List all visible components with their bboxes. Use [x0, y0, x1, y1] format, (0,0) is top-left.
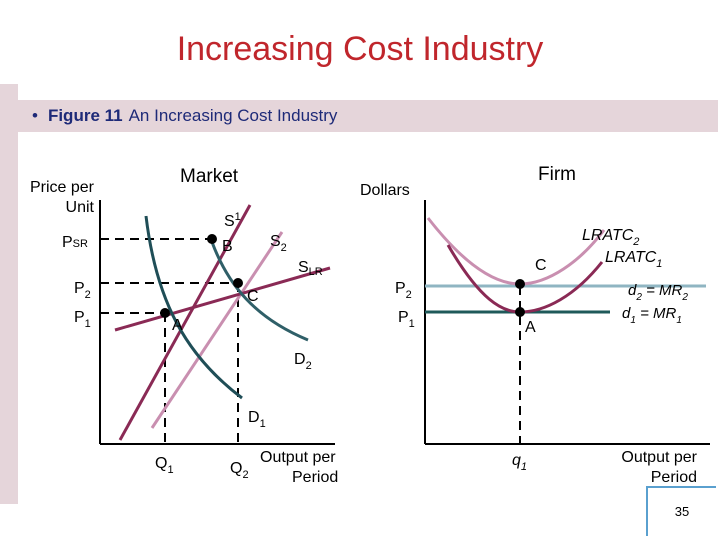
firm-lratc2-curve	[426, 217, 606, 286]
market-point-a-label: A	[172, 317, 183, 334]
market-point-b-label: B	[222, 238, 233, 255]
firm-p1-label: P1	[398, 309, 415, 330]
firm-q1-label: q1	[512, 452, 527, 473]
market-s2-label: S2	[270, 233, 287, 254]
caption-figure-text: An Increasing Cost Industry	[128, 106, 338, 125]
firm-panel: Firm Dollars P2 P1 C A q1 Output per Per…	[360, 164, 710, 486]
market-d1-label: D1	[248, 409, 266, 430]
market-psr-label: PSR	[62, 234, 88, 251]
caption-figure-number: Figure 11	[47, 106, 123, 125]
supply-curve-s2	[150, 231, 284, 429]
market-p2-label: P2	[74, 280, 91, 301]
market-heading: Market	[180, 166, 239, 187]
demand-curve-d1	[144, 215, 243, 400]
firm-y-axis-label: Dollars	[360, 182, 410, 199]
market-p1-label: P1	[74, 309, 91, 330]
left-decorative-bar	[0, 84, 18, 504]
long-run-supply-curve	[114, 266, 331, 332]
market-x-axis-label-line2: Period	[292, 469, 338, 486]
firm-lratc1-label: LRATC1	[605, 249, 662, 270]
market-d2-label: D2	[294, 351, 312, 372]
slide-title: Increasing Cost Industry	[176, 30, 544, 68]
market-y-axis-label-line2: Unit	[66, 199, 95, 216]
market-panel: Market Price per Unit PSR P2 P1 Q1 Q2 Ou…	[30, 166, 338, 486]
firm-d1-label: d1 = MR1	[622, 305, 682, 326]
market-slr-label: SLR	[298, 259, 323, 278]
demand-curve-d2	[210, 241, 309, 342]
caption-bullet: •	[32, 106, 38, 125]
market-q2-label: Q2	[230, 460, 249, 481]
firm-lratc2-label: LRATC2	[582, 227, 639, 248]
market-y-axis-label-line1: Price per	[30, 179, 95, 196]
market-q1-label: Q1	[155, 455, 174, 476]
firm-point-c-label: C	[535, 257, 547, 274]
firm-x-axis-label-line1: Output per	[621, 449, 697, 466]
page-number: 35	[646, 486, 716, 536]
firm-x-axis-label-line2: Period	[651, 469, 697, 486]
supply-curve-s1	[118, 204, 252, 441]
firm-lratc1-curve	[446, 244, 604, 314]
market-point-c-label: C	[247, 288, 259, 305]
market-point-b	[207, 234, 217, 244]
market-point-c	[233, 278, 243, 288]
market-s1-label: S1	[224, 211, 241, 230]
firm-point-a-label: A	[525, 319, 536, 336]
firm-point-c	[515, 279, 525, 289]
market-x-axis-label-line1: Output per	[260, 449, 336, 466]
caption-band	[18, 100, 718, 132]
firm-p2-label: P2	[395, 280, 412, 301]
firm-heading: Firm	[538, 164, 576, 185]
firm-d2-label: d2 = MR2	[628, 282, 688, 303]
firm-point-a	[515, 307, 525, 317]
figure-caption: • Figure 11 An Increasing Cost Industry	[32, 106, 337, 126]
market-point-a	[160, 308, 170, 318]
